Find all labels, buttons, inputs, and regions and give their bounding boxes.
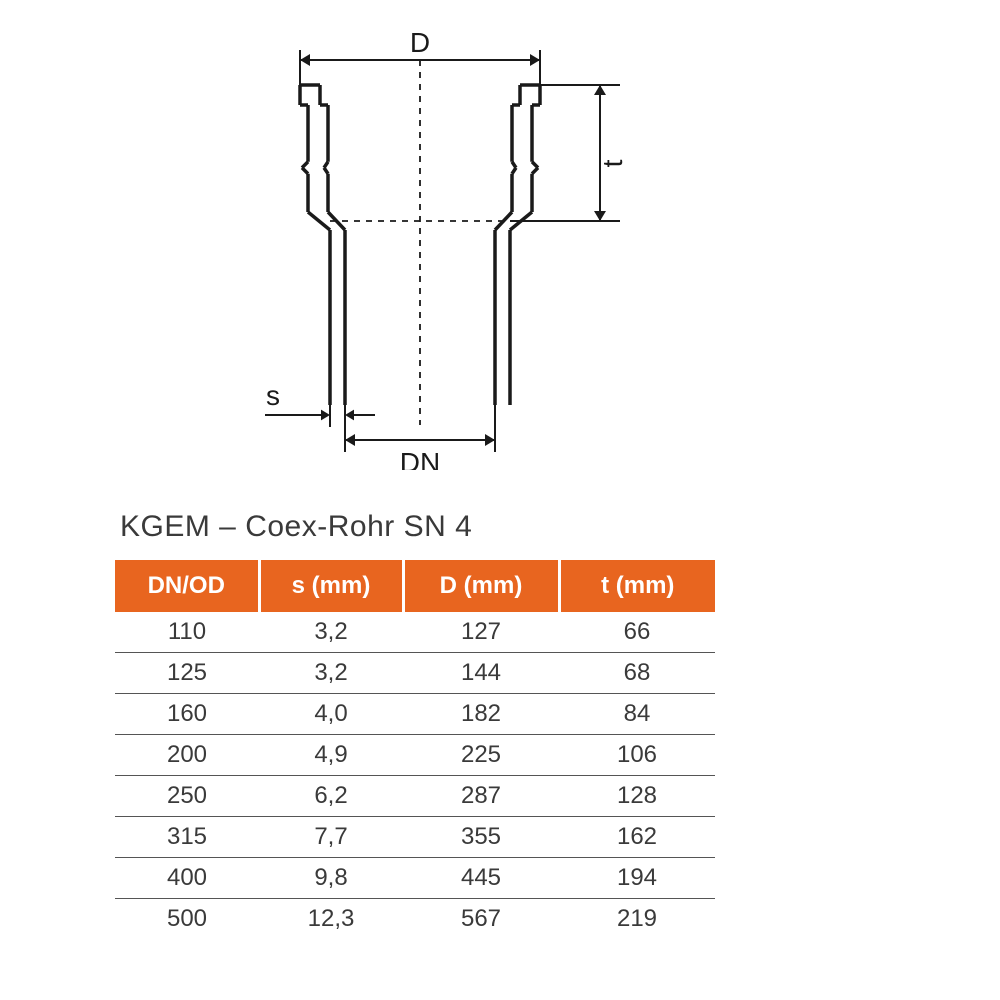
table-cell: 66: [559, 612, 715, 653]
table-cell: 106: [559, 735, 715, 776]
table-row: 4009,8445194: [115, 858, 715, 899]
table-row: 50012,3567219: [115, 899, 715, 940]
table-cell: 567: [403, 899, 559, 940]
dimension-table: DN/ODs (mm)D (mm)t (mm) 1103,2127661253,…: [115, 560, 715, 939]
pipe-dimension-diagram: Dt s DN: [180, 30, 700, 470]
table-cell: 125: [115, 653, 259, 694]
svg-text:s: s: [266, 380, 280, 411]
table-cell: 445: [403, 858, 559, 899]
table-cell: 144: [403, 653, 559, 694]
svg-text:D: D: [410, 30, 430, 58]
table-row: 1253,214468: [115, 653, 715, 694]
table-cell: 7,7: [259, 817, 403, 858]
table-title: KGEM – Coex-Rohr SN 4: [120, 510, 472, 544]
column-header: s (mm): [259, 560, 403, 612]
table-cell: 4,9: [259, 735, 403, 776]
table-cell: 162: [559, 817, 715, 858]
column-header: DN/OD: [115, 560, 259, 612]
table-cell: 6,2: [259, 776, 403, 817]
pipe-diagram-svg: Dt s DN: [180, 30, 700, 470]
table-cell: 3,2: [259, 612, 403, 653]
table-cell: 9,8: [259, 858, 403, 899]
table-cell: 127: [403, 612, 559, 653]
table-row: 1103,212766: [115, 612, 715, 653]
column-header: t (mm): [559, 560, 715, 612]
svg-text:DN: DN: [400, 447, 440, 470]
table-cell: 4,0: [259, 694, 403, 735]
table-row: 2004,9225106: [115, 735, 715, 776]
table-cell: 315: [115, 817, 259, 858]
table-cell: 160: [115, 694, 259, 735]
table-row: 3157,7355162: [115, 817, 715, 858]
table-cell: 219: [559, 899, 715, 940]
table-cell: 182: [403, 694, 559, 735]
table-cell: 128: [559, 776, 715, 817]
column-header: D (mm): [403, 560, 559, 612]
dimension-table-element: DN/ODs (mm)D (mm)t (mm) 1103,2127661253,…: [115, 560, 715, 939]
table-row: 2506,2287128: [115, 776, 715, 817]
table-cell: 225: [403, 735, 559, 776]
table-cell: 400: [115, 858, 259, 899]
table-row: 1604,018284: [115, 694, 715, 735]
svg-text:t: t: [597, 159, 628, 167]
table-cell: 3,2: [259, 653, 403, 694]
table-cell: 250: [115, 776, 259, 817]
table-cell: 287: [403, 776, 559, 817]
table-cell: 355: [403, 817, 559, 858]
table-cell: 84: [559, 694, 715, 735]
table-cell: 200: [115, 735, 259, 776]
table-cell: 110: [115, 612, 259, 653]
table-cell: 194: [559, 858, 715, 899]
table-cell: 12,3: [259, 899, 403, 940]
table-cell: 500: [115, 899, 259, 940]
table-cell: 68: [559, 653, 715, 694]
